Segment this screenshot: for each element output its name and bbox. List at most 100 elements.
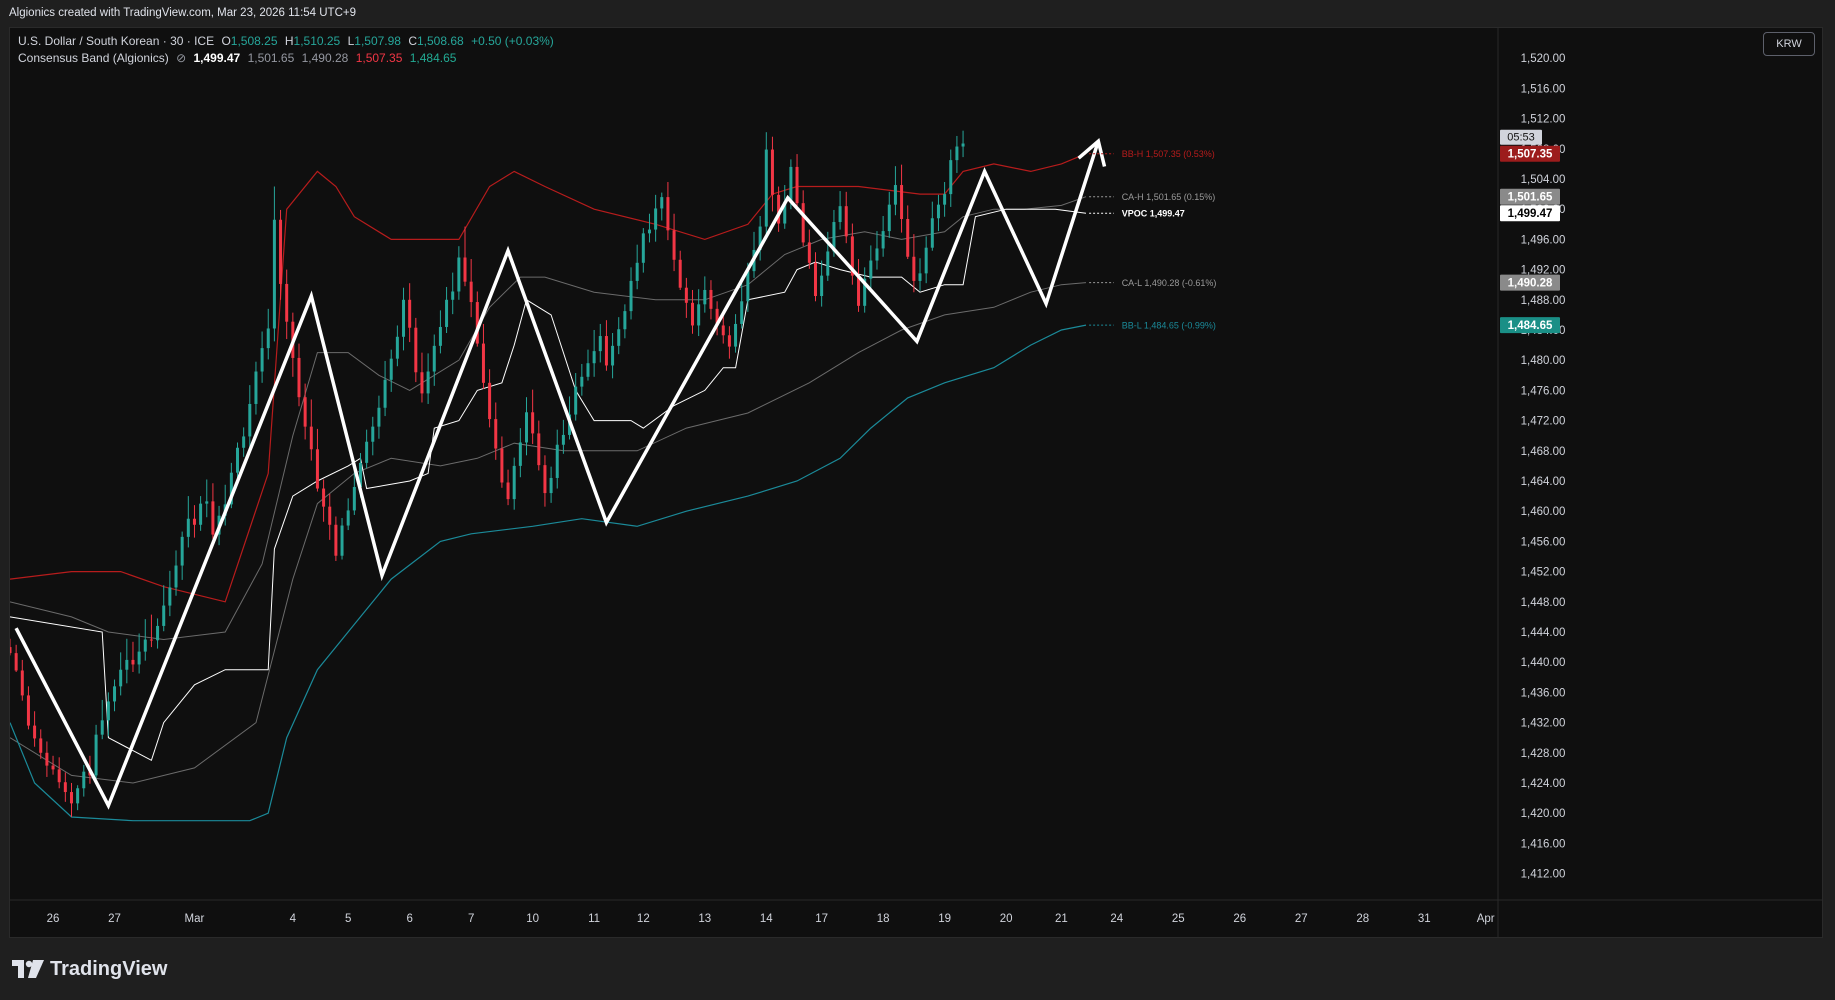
candle-body: [377, 407, 381, 427]
candle-body: [586, 363, 590, 377]
candle-body: [451, 291, 455, 300]
indicator-cal-value: 1,490.28: [301, 51, 349, 65]
x-tick-label: 26: [47, 913, 60, 925]
y-tick-label: 1,468.00: [1521, 446, 1566, 458]
candle-body: [272, 219, 276, 329]
indicator-bbl-value: 1,484.65: [409, 51, 457, 65]
candle-body: [893, 185, 897, 205]
candle-body: [518, 442, 522, 466]
candle-body: [918, 273, 922, 281]
candle-body: [875, 248, 879, 261]
candle-body: [574, 386, 578, 415]
candle-body: [162, 605, 166, 626]
candle-body: [697, 304, 701, 326]
price-label-bg-vpoc: [1500, 205, 1560, 222]
candle-body: [832, 222, 836, 252]
y-tick-label: 1,456.00: [1521, 536, 1566, 548]
hidden-eye-icon[interactable]: ⊘: [176, 51, 187, 65]
candle-body: [45, 752, 49, 766]
candle-body: [906, 219, 910, 257]
candle-body: [838, 206, 842, 223]
x-tick-label: 28: [1356, 913, 1369, 925]
candle-body: [820, 275, 824, 297]
candle-body: [912, 256, 916, 281]
candle-body: [82, 771, 86, 789]
x-tick-label: 13: [698, 913, 711, 925]
candle-body: [537, 433, 541, 466]
candle-body: [463, 257, 467, 282]
candle-body: [297, 357, 301, 398]
x-tick-label: Apr: [1477, 913, 1495, 925]
series-line-bb-l: [10, 324, 1087, 822]
high-value: 1,510.25: [293, 34, 341, 48]
y-tick-label: 1,516.00: [1521, 83, 1566, 95]
candle-body: [14, 653, 18, 671]
indicator-legend[interactable]: Consensus Band (Algionics) ⊘ 1,499.47 1,…: [18, 51, 456, 65]
currency-button[interactable]: KRW: [1763, 32, 1815, 56]
candle-body: [457, 257, 461, 292]
candle-body: [346, 510, 350, 526]
candle-body: [826, 251, 830, 276]
candle-body: [488, 382, 492, 420]
candle-body: [936, 204, 940, 219]
low-value: 1,507.98: [354, 34, 401, 48]
chart-frame[interactable]: BB-H 1,507.35 (0.53%) CA-H 1,501.65 (0.15…: [9, 27, 1823, 938]
candle-body: [131, 659, 135, 665]
candle-body: [795, 166, 799, 204]
candle-body: [598, 336, 602, 352]
x-tick-label: 21: [1055, 913, 1068, 925]
price-chart[interactable]: BB-H 1,507.35 (0.53%) CA-H 1,501.65 (0.15…: [10, 28, 1822, 937]
candle-body: [285, 283, 289, 322]
candle-body: [740, 301, 744, 324]
candle-body: [524, 412, 528, 443]
y-tick-label: 1,420.00: [1521, 808, 1566, 820]
candle-body: [26, 695, 30, 726]
candle-body: [721, 325, 725, 336]
candle-body: [500, 448, 504, 483]
x-tick-label: 6: [406, 913, 412, 925]
candle-body: [777, 194, 781, 224]
candle-body: [229, 472, 233, 505]
candle-body: [371, 426, 375, 442]
candle-body: [420, 372, 424, 394]
candle-body: [512, 465, 516, 500]
candle-body: [402, 299, 406, 337]
candle-body: [672, 230, 676, 260]
candle-body: [629, 280, 633, 312]
series-line-bb-h: [10, 153, 1087, 603]
tradingview-logo[interactable]: TradingView: [12, 958, 167, 980]
candle-body: [715, 308, 719, 326]
candle-body: [168, 587, 172, 606]
candle-body: [352, 487, 356, 511]
candle-body: [51, 765, 55, 770]
candle-body: [426, 371, 430, 394]
y-tick-label: 1,472.00: [1521, 416, 1566, 428]
candle-body: [592, 351, 596, 364]
candle-body: [389, 358, 393, 380]
candle-body: [125, 659, 129, 670]
candle-body: [617, 329, 621, 346]
indicator-name: Consensus Band (Algionics): [18, 51, 169, 65]
level-text-ca-h: CA-H 1,501.65 (0.15%): [1122, 192, 1216, 202]
level-text-bb-h: BB-H 1,507.35 (0.53%): [1122, 149, 1215, 159]
candle-body: [236, 447, 240, 473]
candle-body: [783, 201, 787, 224]
symbol-legend[interactable]: U.S. Dollar / South Korean · 30 · ICE O1…: [18, 34, 554, 48]
candle-body: [813, 262, 817, 297]
close-value: 1,508.68: [417, 34, 464, 48]
candle-body: [481, 343, 485, 383]
candle-body: [303, 397, 307, 427]
candle-body: [691, 302, 695, 326]
price-label-bg-ca-l: [1500, 274, 1560, 291]
candle-body: [445, 299, 449, 327]
candle-body: [414, 327, 418, 373]
indicator-vpoc-value: 1,499.47: [193, 51, 241, 65]
candle-body: [654, 208, 658, 230]
candle-body: [113, 686, 117, 702]
x-tick-label: 18: [877, 913, 890, 925]
candle-body: [844, 206, 848, 237]
candle-body: [106, 701, 110, 721]
candle-body: [580, 376, 584, 387]
candle-body: [949, 160, 953, 195]
candle-body: [143, 639, 147, 652]
